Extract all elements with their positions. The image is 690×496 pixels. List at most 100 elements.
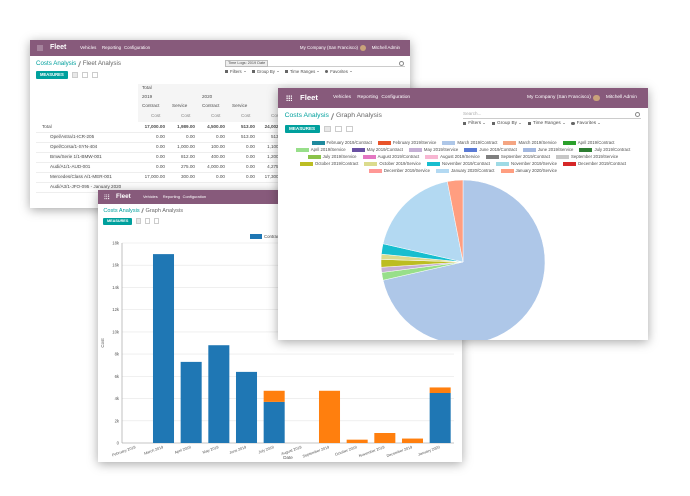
search-box[interactable]: Search...: [463, 110, 641, 119]
breadcrumb-current: Graph Analysis: [336, 112, 382, 120]
app-name[interactable]: Fleet: [50, 44, 67, 51]
pivot-row-header[interactable]: Opel/Astra/1-ICR-205: [50, 134, 95, 139]
pivot-header-type[interactable]: Contract: [142, 103, 160, 108]
filter-menu[interactable]: Time Ranges: [284, 69, 320, 74]
caret: [317, 71, 320, 72]
legend-item[interactable]: March 2019/Contract: [442, 140, 497, 145]
legend-item[interactable]: January 2020/Contract: [436, 168, 495, 173]
legend-item[interactable]: July 2019/Contract: [579, 147, 630, 152]
toolbar-icon[interactable]: [335, 125, 342, 133]
legend-item[interactable]: October 2019/Contract: [299, 161, 359, 166]
pivot-row-header[interactable]: Opel/Corsa/1-SYN-404: [50, 144, 98, 149]
legend-item[interactable]: March 2019/Service: [503, 140, 557, 145]
measures-button[interactable]: MEASURES: [103, 217, 132, 225]
app-name[interactable]: Fleet: [300, 93, 318, 102]
menu-item[interactable]: Vehicles: [80, 45, 97, 50]
legend-label: June 2019/Service: [537, 147, 574, 152]
toolbar-icon[interactable]: [82, 72, 88, 78]
filter-menu[interactable]: Group By: [491, 121, 521, 126]
legend-item[interactable]: January 2020/Service: [500, 168, 557, 173]
apps-icon[interactable]: [104, 194, 110, 200]
menu-item[interactable]: Reporting: [357, 95, 379, 100]
breadcrumb-parent[interactable]: Costs Analysis: [103, 207, 140, 214]
menu-item[interactable]: Reporting: [162, 194, 180, 199]
filter-menu[interactable]: Filters: [463, 121, 486, 126]
pivot-header-type[interactable]: Service: [232, 103, 248, 108]
legend-item[interactable]: April 2019/Service: [295, 147, 346, 152]
y-tick-label: 6k: [115, 374, 120, 379]
pivot-cell: 0.00: [156, 154, 165, 159]
pivot-cell: 0.00: [246, 164, 255, 169]
filter-menu[interactable]: Time Ranges: [527, 121, 565, 126]
legend-label: August 2019/Contract: [377, 154, 420, 159]
apps-icon[interactable]: [285, 94, 293, 102]
search-box[interactable]: Time Logs: 2019 Date: [225, 59, 405, 67]
filter-menu[interactable]: Group By: [251, 69, 279, 74]
filter-menu[interactable]: Favorites: [571, 121, 601, 126]
pivot-row-header[interactable]: Audi/A1/1-AUD-001: [50, 164, 91, 169]
legend-item[interactable]: October 2019/Service: [364, 161, 421, 166]
filter-menu[interactable]: Filters: [225, 69, 246, 74]
pivot-header-total[interactable]: Total: [142, 85, 152, 90]
user-menu[interactable]: Mitchell Admin: [605, 95, 637, 100]
legend-item[interactable]: May 2019/Contract: [351, 147, 403, 152]
pivot-row-header[interactable]: Bmw/Serie 1/1-BMW-001: [50, 154, 102, 159]
menu-item[interactable]: Vehicles: [143, 194, 158, 199]
company-switcher[interactable]: My Company (San Francisco): [299, 45, 358, 50]
legend-item[interactable]: August 2019/Service: [425, 154, 480, 159]
apps-icon[interactable]: [37, 45, 43, 51]
toolbar-icon[interactable]: [135, 218, 142, 224]
pivot-header-type[interactable]: Contract: [202, 103, 220, 108]
legend-item[interactable]: December 2019/Service: [368, 168, 430, 173]
toolbar-icon[interactable]: [153, 218, 160, 224]
pivot-row-header[interactable]: Mercedes/Class A/1-MER-001: [50, 174, 112, 179]
legend-item[interactable]: February 2019/Contract: [311, 140, 372, 145]
toolbar-icon[interactable]: [72, 72, 78, 78]
pivot-measure-header: Cost: [151, 113, 161, 118]
legend-label: May 2019/Contract: [366, 147, 403, 152]
app-name[interactable]: Fleet: [116, 193, 131, 200]
breadcrumb-parent[interactable]: Costs Analysis: [284, 112, 329, 120]
pivot-cell: 4,275.00: [267, 164, 285, 169]
toolbar-icon[interactable]: [324, 125, 331, 133]
pivot-header-type[interactable]: Service: [172, 103, 188, 108]
legend-item[interactable]: February 2019/Service: [377, 140, 436, 145]
menu-item[interactable]: Configuration: [124, 45, 151, 50]
legend-item[interactable]: September 2019/Contract: [485, 154, 550, 159]
x-tick-label: January 2020: [418, 445, 441, 457]
menu-item[interactable]: Reporting: [102, 45, 122, 50]
filter-menu[interactable]: Favorites: [325, 69, 352, 74]
pivot-row-header[interactable]: Audi/A3/1-JFO-095 - January 2020: [50, 184, 122, 189]
legend-item[interactable]: May 2019/Service: [408, 147, 458, 152]
menu-item[interactable]: Configuration: [381, 95, 411, 100]
menu-item[interactable]: Vehicles: [333, 95, 351, 100]
menu-item[interactable]: Configuration: [182, 194, 207, 199]
legend-item[interactable]: November 2019/Contract: [426, 161, 490, 166]
legend-label: October 2019/Service: [379, 161, 421, 166]
toolbar-icon[interactable]: [144, 218, 151, 224]
user-menu[interactable]: Mitchell Admin: [371, 45, 400, 50]
pivot-header-year[interactable]: 2019: [142, 94, 153, 99]
x-tick-label: March 2019: [144, 445, 164, 456]
legend-label: October 2019/Contract: [314, 161, 359, 166]
toolbar-icon[interactable]: [92, 72, 98, 78]
legend-swatch: [556, 154, 570, 159]
legend-item[interactable]: December 2019/Contract: [563, 161, 626, 166]
pivot-row-header[interactable]: Total: [42, 124, 52, 129]
toolbar-icon[interactable]: [346, 125, 353, 133]
company-switcher[interactable]: My Company (San Francisco): [526, 95, 591, 100]
breadcrumb-parent[interactable]: Costs Analysis: [36, 60, 77, 67]
legend-item[interactable]: August 2019/Contract: [362, 154, 420, 159]
legend-item[interactable]: June 2019/Service: [522, 147, 574, 152]
measures-button[interactable]: MEASURES: [36, 71, 68, 79]
legend-item[interactable]: July 2019/Service: [307, 154, 357, 159]
pivot-cell: 17,000.00: [144, 124, 165, 129]
legend-item[interactable]: September 2019/Service: [556, 154, 618, 159]
pivot-header-year[interactable]: 2020: [202, 94, 213, 99]
bar: [263, 390, 285, 402]
measures-button[interactable]: MEASURES: [284, 124, 320, 134]
legend-item[interactable]: November 2019/Service: [495, 161, 557, 166]
legend-item[interactable]: June 2019/Contract: [464, 147, 517, 152]
legend-item[interactable]: April 2019/Contract: [562, 140, 615, 145]
